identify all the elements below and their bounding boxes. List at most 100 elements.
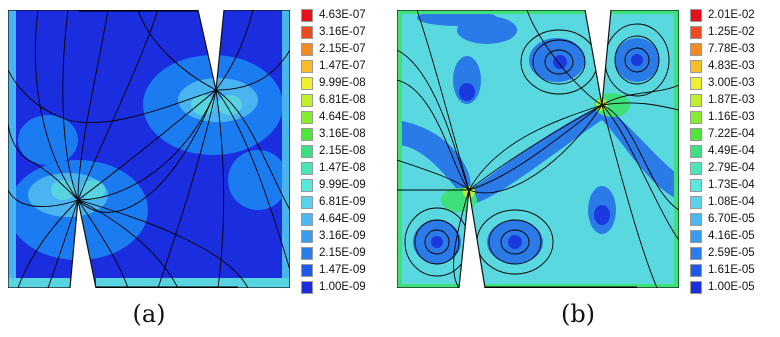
contour-region	[191, 95, 215, 115]
contour-region	[397, 105, 679, 205]
legend-swatch	[690, 264, 702, 277]
legend-swatch	[301, 247, 313, 260]
legend-label: 1.25E-02	[708, 26, 755, 38]
contour-region	[96, 278, 290, 288]
contour-region	[397, 284, 679, 288]
legend-label: 2.15E-09	[319, 247, 366, 259]
contour-region	[8, 278, 70, 288]
legend-entry: 6.81E-08	[301, 92, 387, 109]
legend-entry: 3.00E-03	[690, 75, 776, 92]
legend-swatch	[690, 60, 702, 73]
legend-swatch	[301, 179, 313, 192]
legend-label: 7.22E-04	[708, 128, 755, 140]
legend-swatch	[690, 230, 702, 243]
legend-swatch	[690, 162, 702, 175]
legend-label: 1.73E-04	[708, 179, 755, 191]
legend-label: 3.16E-09	[319, 230, 366, 242]
legend-entry: 1.73E-04	[690, 177, 776, 194]
vortex-core	[431, 236, 443, 248]
legend-label: 2.15E-08	[319, 145, 366, 157]
legend-swatch	[301, 77, 313, 90]
legend-swatch	[301, 111, 313, 124]
contour-region	[282, 10, 290, 288]
legend-entry: 1.47E-07	[301, 58, 387, 75]
legend-entry: 4.83E-03	[690, 58, 776, 75]
legend-label: 4.64E-08	[319, 111, 366, 123]
legend-entry: 9.99E-08	[301, 75, 387, 92]
legend-entry: 7.22E-04	[690, 126, 776, 143]
legend-swatch	[301, 9, 313, 22]
legend-swatch	[301, 94, 313, 107]
streamlines	[8, 10, 290, 288]
streamlines	[397, 10, 679, 288]
legend-swatch	[690, 179, 702, 192]
legend-entry: 1.16E-03	[690, 109, 776, 126]
legend-swatch	[301, 230, 313, 243]
legend-label: 6.81E-08	[319, 94, 366, 106]
legend-swatch	[301, 264, 313, 277]
legend-label: 6.81E-09	[319, 196, 366, 208]
legend-entry: 2.79E-04	[690, 160, 776, 177]
legend-label: 1.47E-09	[319, 264, 366, 276]
vortex-core	[508, 235, 522, 249]
legend-entry: 1.00E-09	[301, 279, 387, 296]
caption-b: (b)	[560, 300, 596, 328]
legend-label: 4.83E-03	[708, 60, 755, 72]
legend-label: 4.49E-04	[708, 145, 755, 157]
legend-label: 1.87E-03	[708, 94, 755, 106]
legend-entry: 1.00E-05	[690, 279, 776, 296]
legend-label: 1.00E-05	[708, 281, 755, 293]
plot-a	[8, 10, 290, 288]
contour-region	[51, 180, 75, 200]
legend-swatch	[690, 281, 702, 294]
vortex-core	[631, 54, 643, 66]
legend-label: 3.16E-07	[319, 26, 366, 38]
legend-entry: 4.16E-05	[690, 228, 776, 245]
legend-swatch	[301, 43, 313, 56]
contour-region	[674, 10, 679, 288]
legend-label: 1.08E-04	[708, 196, 755, 208]
contour-region	[178, 78, 258, 122]
legend-swatch	[301, 60, 313, 73]
legend-swatch	[690, 247, 702, 260]
contour-region	[397, 10, 402, 288]
legend-swatch	[690, 196, 702, 209]
legend-entry: 1.47E-08	[301, 160, 387, 177]
legend-swatch	[301, 145, 313, 158]
legend-entry: 3.16E-08	[301, 126, 387, 143]
legend-swatch	[690, 77, 702, 90]
legend-entry: 3.16E-09	[301, 228, 387, 245]
legend-entry: 4.64E-09	[301, 211, 387, 228]
legend-entry: 1.87E-03	[690, 92, 776, 109]
legend-entry: 3.16E-07	[301, 24, 387, 41]
legend-entry: 4.63E-07	[301, 7, 387, 24]
legend-entry: 4.49E-04	[690, 143, 776, 160]
legend-label: 1.16E-03	[708, 111, 755, 123]
legend-entry: 2.01E-02	[690, 7, 776, 24]
legend-swatch	[690, 43, 702, 56]
domain-boundary	[397, 10, 679, 288]
legend-label: 2.59E-05	[708, 247, 755, 259]
legend-entry: 7.78E-03	[690, 41, 776, 58]
legend-entry: 1.61E-05	[690, 262, 776, 279]
legend-entry: 9.99E-09	[301, 177, 387, 194]
legend-entry: 2.15E-09	[301, 245, 387, 262]
legend-entry: 1.47E-09	[301, 262, 387, 279]
legend-entry: 4.64E-08	[301, 109, 387, 126]
legend-swatch	[301, 162, 313, 175]
legend-swatch	[690, 9, 702, 22]
legend-swatch	[690, 26, 702, 39]
domain-boundary	[8, 10, 290, 288]
legend-entry: 6.81E-09	[301, 194, 387, 211]
contour-region	[459, 83, 475, 101]
legend-entry: 2.59E-05	[690, 245, 776, 262]
contour-plot-a	[8, 10, 290, 288]
legend-swatch	[301, 281, 313, 294]
legend-swatch	[301, 213, 313, 226]
legend-label: 4.63E-07	[319, 9, 366, 21]
legend-swatch	[690, 94, 702, 107]
contour-region	[81, 180, 105, 200]
contour-region	[228, 150, 288, 210]
legend-label: 4.16E-05	[708, 230, 755, 242]
vortex-core	[553, 55, 567, 69]
